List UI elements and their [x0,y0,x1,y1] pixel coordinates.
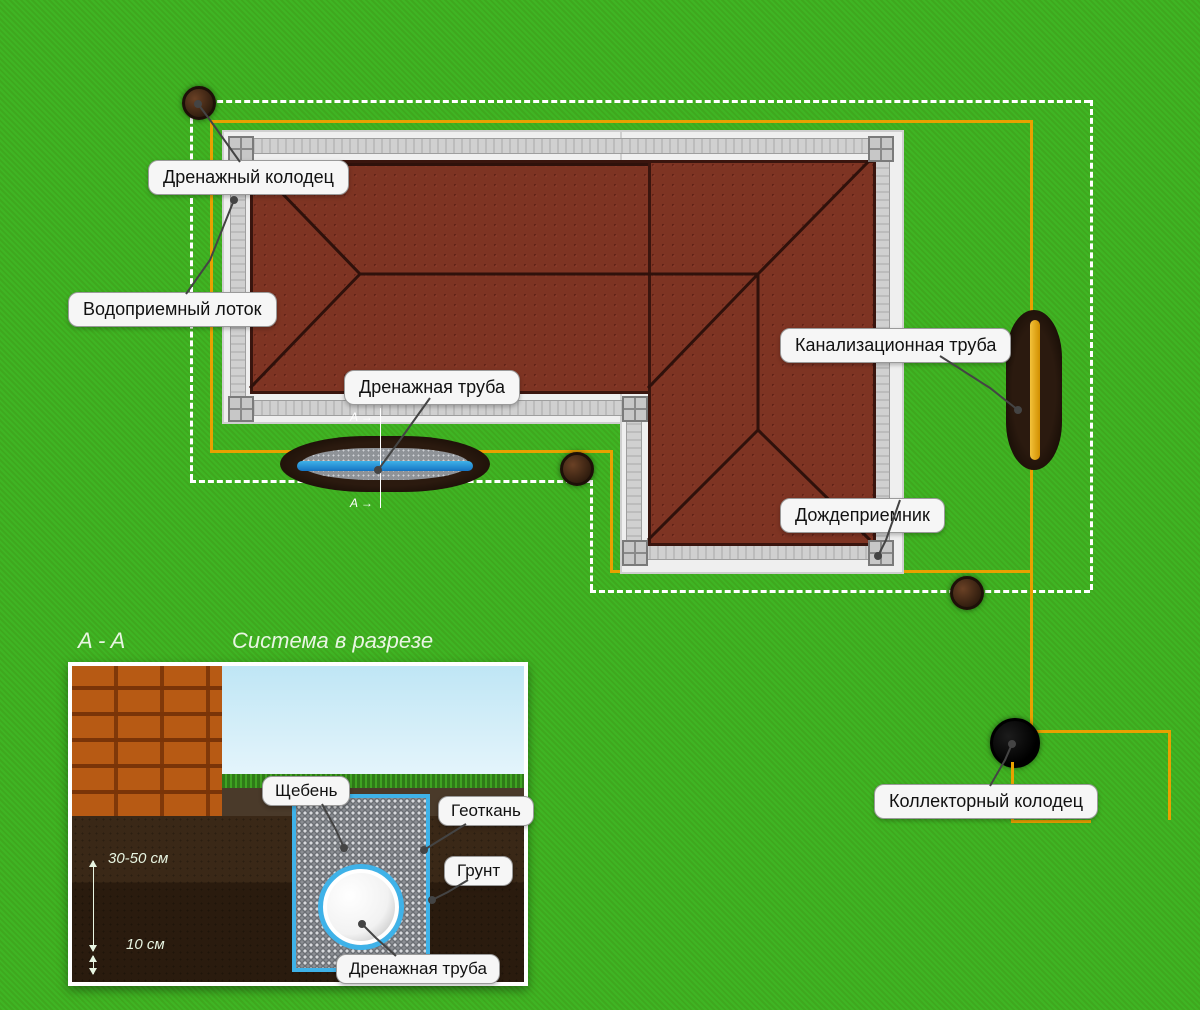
dim-line [93,861,94,951]
rain-inlet [868,136,894,162]
intake-tray [626,400,642,560]
drain-well [950,576,984,610]
dashed-edge [590,590,1090,593]
label-drain-pipe: Дренажная труба [344,370,520,405]
intake-tray [626,544,890,560]
dim-bottom: 10 см [126,936,165,953]
dim-line [93,956,94,974]
rain-inlet [622,540,648,566]
dashed-edge [190,100,1090,103]
label-soil: Грунт [444,856,513,886]
rain-inlet [868,540,894,566]
sewer-pipe [1168,730,1171,820]
drain-well [560,452,594,486]
label-rain-inlet: Дождеприемник [780,498,945,533]
label-geotextile: Геоткань [438,796,534,826]
label-drain-well: Дренажный колодец [148,160,349,195]
label-gravel: Щебень [262,776,350,806]
rain-inlet [622,396,648,422]
drain-pipe-cutaway [280,436,490,492]
rain-inlet [228,136,254,162]
dashed-edge [1090,100,1093,590]
intake-tray [230,138,890,154]
section-title-left: A - A [78,628,125,654]
collector-well [990,718,1040,768]
dim-top: 30-50 см [108,850,168,867]
sewer-pipe [210,120,1030,123]
label-sewer-pipe: Канализационная труба [780,328,1011,363]
sewer-pipe [1030,730,1170,733]
dashed-edge [590,480,593,590]
sewer-pipe-cutaway [1006,310,1062,470]
section-cut-line [380,408,381,508]
label-intake-tray: Водоприемный лоток [68,292,277,327]
section-title-right: Система в разрезе [232,628,433,654]
label-drain-pipe2: Дренажная труба [336,954,500,984]
section-wall [72,666,222,816]
section-mark: A → [350,496,373,510]
section-drain-pipe [318,864,404,950]
sewer-pipe [1011,820,1091,823]
section-mark: A → [350,410,373,424]
sewer-pipe [610,450,613,570]
label-collector-well: Коллекторный колодец [874,784,1098,819]
rain-inlet [228,396,254,422]
section-trench [292,794,430,972]
drain-well [182,86,216,120]
dashed-edge [190,100,193,480]
